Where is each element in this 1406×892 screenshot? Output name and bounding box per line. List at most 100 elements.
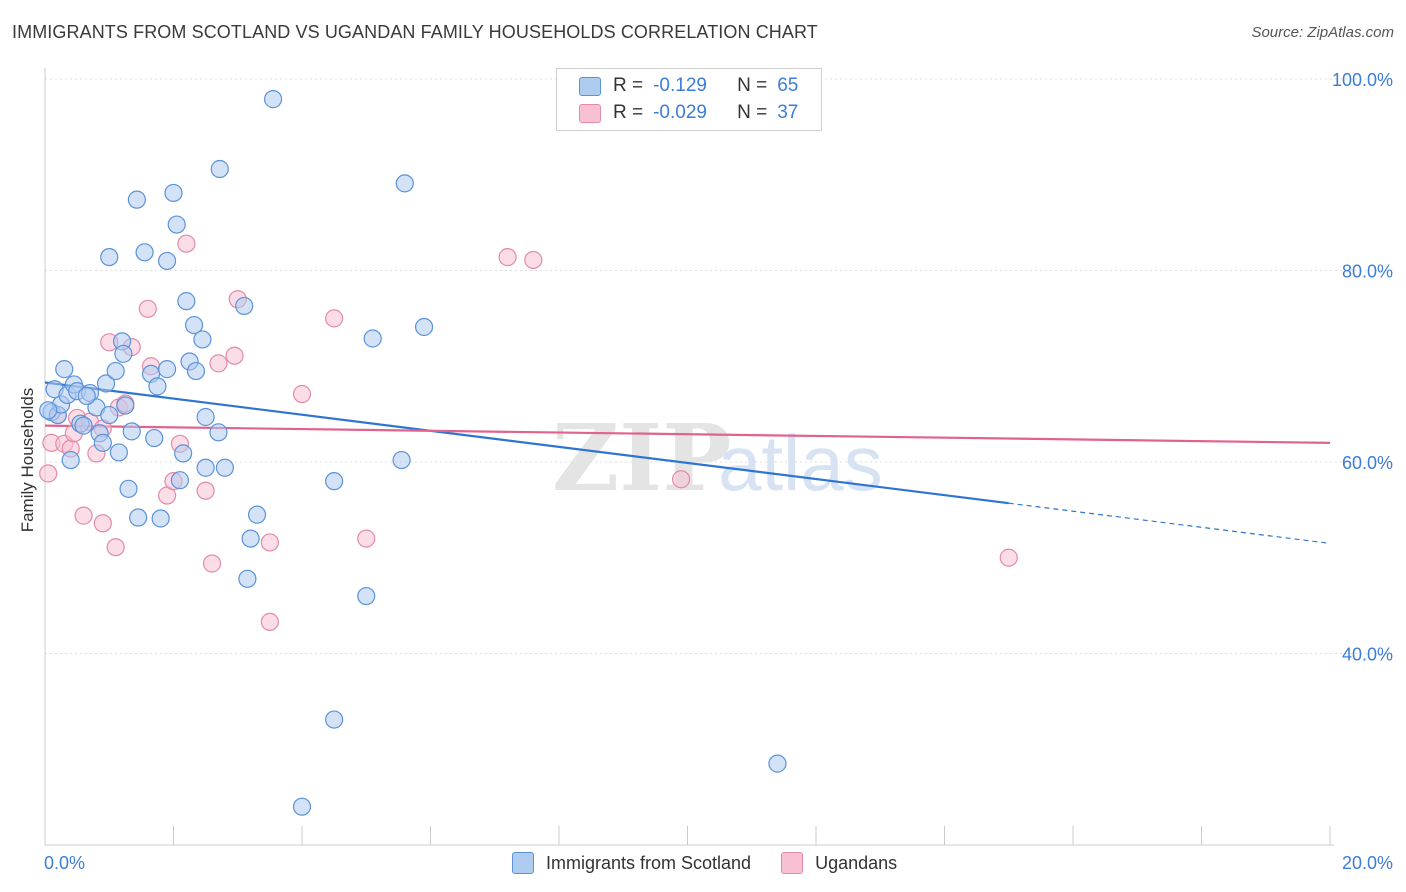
data-point-scotland bbox=[357, 586, 376, 606]
data-point-scotland bbox=[184, 315, 204, 335]
data-point-scotland bbox=[135, 243, 154, 262]
data-point-scotland bbox=[247, 505, 267, 524]
data-point-scotland bbox=[209, 423, 228, 442]
series-legend: Immigrants from Scotland Ugandans bbox=[512, 852, 927, 874]
data-point-scotland bbox=[164, 183, 183, 203]
y-tick-label: 40.0% bbox=[1342, 645, 1393, 665]
data-point-ugandans bbox=[999, 548, 1018, 567]
data-point-ugandans bbox=[202, 554, 222, 573]
data-point-ugandans bbox=[138, 299, 157, 318]
y-tick-label: 80.0% bbox=[1342, 262, 1393, 282]
data-point-scotland bbox=[55, 360, 74, 379]
y-tick-label: 100.0% bbox=[1332, 70, 1393, 90]
data-point-scotland bbox=[292, 797, 312, 816]
data-point-scotland bbox=[768, 754, 787, 773]
series-scotland bbox=[39, 69, 787, 816]
legend-item-ugandans: Ugandans bbox=[781, 852, 897, 874]
data-point-scotland bbox=[392, 450, 411, 470]
data-point-ugandans bbox=[524, 250, 543, 270]
data-point-scotland bbox=[263, 90, 283, 109]
data-point-scotland bbox=[395, 174, 414, 193]
data-point-scotland bbox=[109, 443, 128, 462]
data-point-scotland bbox=[215, 458, 234, 477]
data-point-scotland bbox=[157, 360, 177, 379]
data-point-ugandans bbox=[498, 247, 517, 267]
chart-title: IMMIGRANTS FROM SCOTLAND VS UGANDAN FAMI… bbox=[12, 22, 818, 42]
data-point-ugandans bbox=[209, 354, 228, 373]
data-point-scotland bbox=[170, 471, 190, 490]
data-point-scotland bbox=[238, 569, 257, 588]
data-point-scotland bbox=[61, 450, 80, 470]
data-point-ugandans bbox=[357, 529, 376, 548]
data-point-scotland bbox=[151, 509, 170, 528]
data-point-ugandans bbox=[292, 384, 312, 404]
y-tick-label: 60.0% bbox=[1342, 453, 1393, 473]
data-point-ugandans bbox=[74, 506, 93, 525]
legend-r-value: -0.029 bbox=[653, 102, 707, 123]
data-point-scotland bbox=[325, 472, 344, 491]
data-point-scotland bbox=[74, 416, 93, 435]
data-point-scotland bbox=[196, 407, 215, 427]
data-point-scotland bbox=[193, 330, 212, 349]
data-point-ugandans bbox=[260, 533, 279, 552]
data-point-ugandans bbox=[177, 234, 196, 253]
data-point-scotland bbox=[96, 374, 116, 393]
data-point-scotland bbox=[210, 159, 229, 179]
data-point-ugandans bbox=[260, 612, 279, 632]
legend-r-label: R = bbox=[613, 102, 644, 123]
data-point-scotland bbox=[157, 251, 177, 271]
data-point-scotland bbox=[129, 508, 148, 527]
watermark: ZIPatlas bbox=[552, 404, 883, 512]
data-point-ugandans bbox=[39, 464, 58, 483]
data-point-scotland bbox=[100, 405, 119, 425]
data-point-scotland bbox=[241, 529, 260, 548]
legend-label-scotland: Immigrants from Scotland bbox=[546, 852, 752, 873]
data-point-scotland bbox=[235, 296, 254, 316]
legend-label-ugandans: Ugandans bbox=[815, 852, 898, 873]
legend-r-value: -0.129 bbox=[653, 75, 707, 96]
trend-lines bbox=[44, 381, 1331, 544]
data-point-scotland bbox=[174, 444, 193, 463]
data-point-scotland bbox=[116, 396, 135, 415]
legend-swatch-scotland bbox=[512, 852, 534, 874]
data-point-scotland bbox=[119, 479, 138, 498]
data-point-scotland bbox=[186, 361, 206, 381]
watermark-atlas: atlas bbox=[718, 419, 883, 507]
data-point-scotland bbox=[177, 292, 196, 311]
legend-n-label: N = bbox=[737, 102, 768, 123]
data-point-scotland bbox=[414, 317, 434, 337]
legend-swatch-scotland bbox=[579, 76, 601, 96]
data-point-scotland bbox=[39, 401, 58, 420]
legend-n-value: 37 bbox=[777, 102, 799, 123]
trend-line-scotland bbox=[44, 381, 1009, 505]
data-point-ugandans bbox=[325, 309, 344, 328]
data-point-scotland bbox=[106, 361, 125, 381]
data-point-scotland bbox=[145, 428, 164, 448]
data-point-scotland bbox=[325, 710, 344, 729]
data-point-scotland bbox=[148, 377, 167, 396]
legend-item-scotland: Immigrants from Scotland bbox=[512, 852, 751, 874]
data-point-scotland bbox=[196, 458, 215, 477]
legend-swatch-ugandans bbox=[781, 852, 804, 874]
x-tick-label: 20.0% bbox=[1342, 853, 1393, 873]
data-point-ugandans bbox=[225, 346, 244, 365]
tick-labels: 40.0% 60.0% 80.0% 100.0% 0.0% 20.0% bbox=[44, 70, 1393, 873]
legend-n-label: N = bbox=[737, 75, 768, 96]
data-point-scotland bbox=[77, 386, 96, 406]
trend-line-scotland-extension bbox=[1008, 502, 1331, 544]
data-point-scotland bbox=[363, 329, 382, 348]
gridlines bbox=[45, 78, 1392, 654]
data-point-ugandans bbox=[93, 514, 112, 533]
axes bbox=[44, 68, 1334, 846]
data-point-ugandans bbox=[671, 470, 691, 489]
data-point-scotland bbox=[127, 190, 146, 209]
legend-row-ugandans: R = -0.029 N = 37 bbox=[579, 101, 798, 125]
data-point-ugandans bbox=[106, 538, 125, 557]
trend-line-ugandans bbox=[44, 424, 1331, 444]
data-point-scotland bbox=[167, 215, 186, 234]
legend-r-label: R = bbox=[613, 75, 644, 96]
data-point-scotland bbox=[100, 247, 119, 267]
stats-legend: R = -0.129 N = 65 R = -0.029 N = 37 bbox=[556, 68, 822, 131]
legend-n-value: 65 bbox=[777, 75, 799, 96]
